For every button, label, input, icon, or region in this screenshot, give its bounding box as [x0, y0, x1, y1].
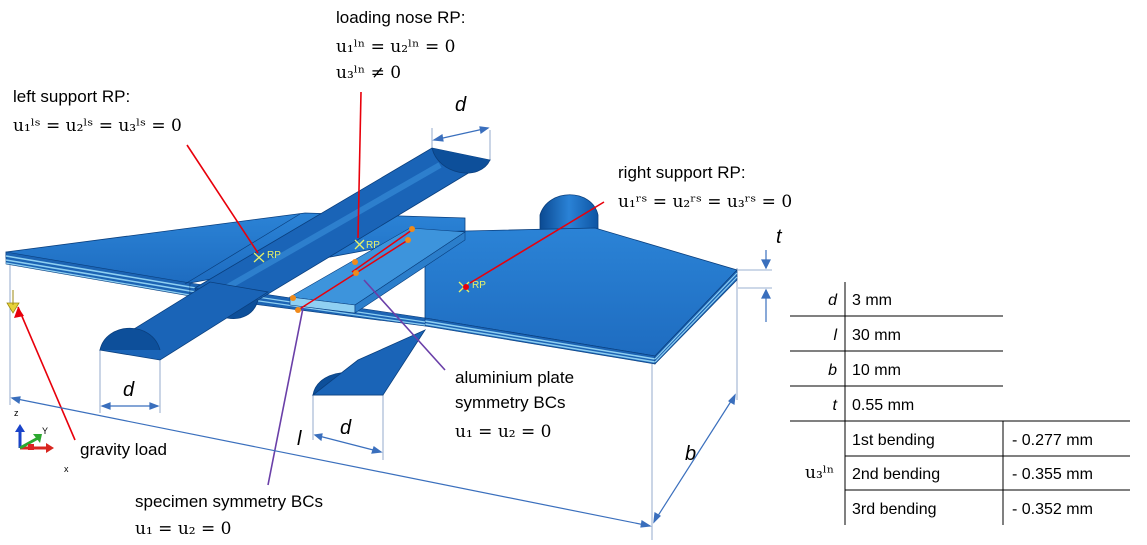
rp-nose-label: RP — [366, 240, 380, 251]
dim-l: l — [297, 428, 302, 450]
table-bending-1-value: - 0.277 mm — [1012, 432, 1093, 449]
table-bending-3-label: 3rd bending — [852, 501, 937, 518]
gravity-load-marker — [6, 290, 20, 314]
dim-d-left: d — [123, 379, 135, 401]
aluminium-line1: aluminium plate — [455, 368, 574, 387]
label-left-support: left support RP: u₁ˡˢ = u₂ˡˢ = u₃ˡˢ = 0 — [13, 87, 182, 136]
leader-lines — [14, 91, 605, 486]
support-cylinder-front-left — [98, 281, 270, 361]
dim-d-top: d — [455, 94, 467, 116]
table-bending-2-label: 2nd bending — [852, 466, 940, 483]
axis-triad: z Y x — [14, 408, 69, 474]
parameter-table: d 3 mm l 30 mm b 10 mm t 0.55 mm u₃ˡⁿ 1s… — [790, 282, 1130, 525]
table-value-b: 10 mm — [852, 362, 901, 379]
left-support-title: left support RP: — [13, 87, 130, 106]
support-cylinder-front-right — [311, 329, 427, 396]
dim-b: b — [685, 443, 696, 465]
table-symbol-l: l — [833, 327, 837, 344]
specimen-plate — [5, 212, 738, 365]
axis-z-label: z — [14, 408, 19, 418]
table-value-t: 0.55 mm — [852, 397, 914, 414]
table-symbol-t: t — [833, 397, 838, 414]
axis-x-label: x — [64, 464, 69, 474]
specimen-eq: u₁ = u₂ = 0 — [135, 519, 231, 539]
label-right-support: right support RP: u₁ʳˢ = u₂ʳˢ = u₃ʳˢ = 0 — [618, 163, 792, 212]
dimension-arrows — [10, 126, 771, 528]
table-bending-3-value: - 0.352 mm — [1012, 501, 1093, 518]
loading-nose-eq2: u₃ˡⁿ ≠ 0 — [336, 63, 401, 83]
aluminium-line2: symmetry BCs — [455, 393, 566, 412]
rp-left-support-marker: RP — [253, 250, 281, 263]
dim-t: t — [776, 226, 783, 248]
table-value-l: 30 mm — [852, 327, 901, 344]
label-aluminium: aluminium plate symmetry BCs u₁ = u₂ = 0 — [455, 368, 574, 442]
dimension-guides — [9, 128, 772, 540]
aluminium-eq: u₁ = u₂ = 0 — [455, 422, 551, 442]
right-support-eq: u₁ʳˢ = u₂ʳˢ = u₃ʳˢ = 0 — [618, 192, 792, 212]
axis-y-label: Y — [42, 426, 48, 436]
loading-nose-title: loading nose RP: — [336, 8, 465, 27]
symmetry-nodes — [290, 226, 469, 313]
left-support-eq: u₁ˡˢ = u₂ˡˢ = u₃ˡˢ = 0 — [13, 116, 182, 136]
table-bending-2-value: - 0.355 mm — [1012, 466, 1093, 483]
aluminium-plate — [289, 227, 466, 314]
rp-loading-nose-marker: RP — [354, 239, 380, 251]
rp-right-label: RP — [472, 280, 486, 291]
table-value-d: 3 mm — [852, 292, 892, 309]
dim-d-right: d — [340, 417, 352, 439]
right-support-title: right support RP: — [618, 163, 746, 182]
gravity-label: gravity load — [80, 440, 167, 459]
label-specimen: specimen symmetry BCs u₁ = u₂ = 0 — [135, 492, 323, 539]
table-symbol-b: b — [828, 362, 837, 379]
loading-nose-eq1: u₁ˡⁿ = u₂ˡⁿ = 0 — [336, 37, 455, 57]
specimen-line1: specimen symmetry BCs — [135, 492, 323, 511]
label-loading-nose: loading nose RP: u₁ˡⁿ = u₂ˡⁿ = 0 u₃ˡⁿ ≠ … — [336, 8, 465, 83]
table-symbol-d: d — [828, 292, 838, 309]
rp-left-label: RP — [267, 250, 281, 261]
table-u3-symbol: u₃ˡⁿ — [805, 463, 834, 483]
table-bending-1-label: 1st bending — [852, 432, 935, 449]
